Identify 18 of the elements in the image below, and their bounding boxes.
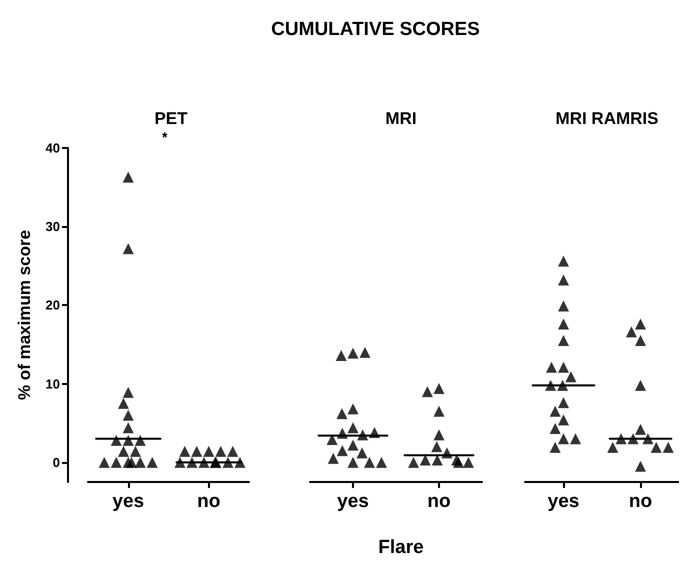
x-tick-label: no: [197, 491, 220, 512]
y-tick-label: 40: [46, 140, 60, 156]
chart-title: MRI: [385, 109, 417, 128]
x-tick-label: yes: [548, 491, 580, 512]
x-tick-label: yes: [112, 491, 144, 512]
y-axis-title: % of maximum score: [15, 230, 34, 400]
y-tick-label: 20: [46, 298, 60, 313]
x-tick-label: no: [427, 491, 451, 512]
x-axis-title: Flare: [378, 537, 424, 558]
chart-title: PET: [154, 109, 188, 128]
text: *: [162, 129, 168, 145]
chart-title: MRI RAMRIS: [556, 109, 658, 128]
y-tick-label: 30: [46, 219, 60, 234]
text: CUMULATIVE SCORES: [271, 19, 480, 40]
x-tick-label: yes: [337, 491, 369, 512]
y-tick-label: 10: [46, 376, 60, 392]
y-tick-label: 0: [52, 454, 60, 470]
x-tick-label: no: [628, 491, 652, 512]
